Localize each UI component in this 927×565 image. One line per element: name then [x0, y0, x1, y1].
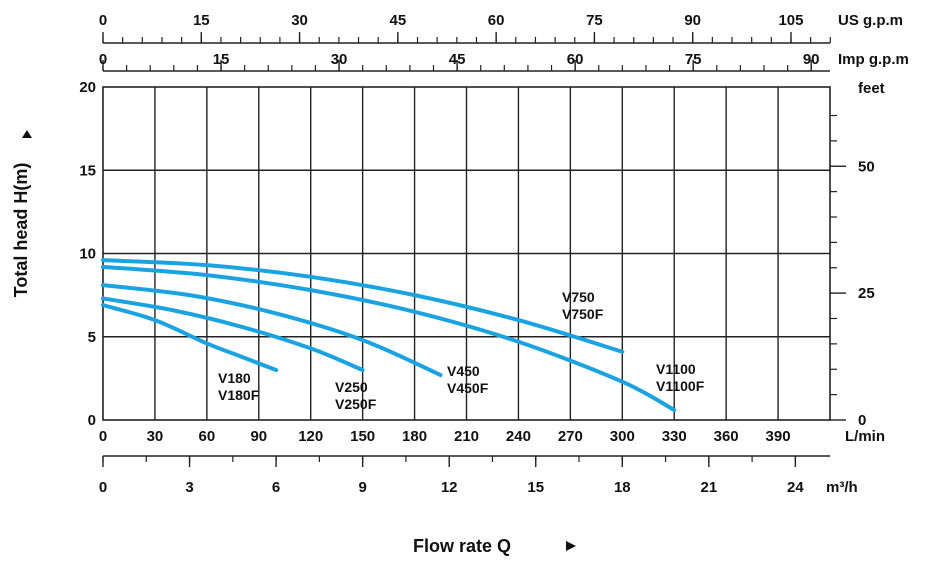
series-label: V250F [335, 396, 377, 412]
m3h-scale: 0 3 6 9 12 15 18 21 24 m³/h [99, 455, 858, 496]
x-tick-label: 30 [147, 428, 164, 445]
feet-tick-label: 0 [858, 412, 866, 429]
axes-group: 0 30 60 90 120 150 180 210 240 270 300 330 360 390 L/m… [79, 12, 909, 496]
us-gpm-scale: 0 15 30 45 60 75 90 105 US g.p.m [99, 12, 903, 44]
x-tick-label: 180 [402, 428, 427, 445]
series-line [101, 283, 443, 378]
scale-tick-label: 60 [488, 12, 505, 29]
x-axis-unit-label: L/min [845, 428, 885, 445]
x-axis-title: Flow rate Q [413, 536, 511, 556]
series-label: V1100 [656, 361, 696, 377]
y-tick-label: 5 [88, 329, 96, 346]
x-tick-label: 330 [662, 428, 687, 445]
scale-tick-label: 30 [331, 51, 348, 68]
plot-grid [103, 87, 830, 420]
series-line [101, 258, 625, 354]
y-axis-title-arrow [22, 130, 32, 138]
scale-tick-label: 12 [441, 479, 458, 496]
scale-tick-label: 15 [527, 479, 544, 496]
series-label: V180 [218, 370, 251, 386]
plot-border [102, 86, 831, 421]
x-tick-label: 390 [766, 428, 791, 445]
scale-tick-label: 0 [99, 51, 107, 68]
series-label: V450F [447, 380, 489, 396]
series-label: V750 [562, 289, 595, 305]
scale-tick-label: 75 [685, 51, 702, 68]
plot-frame [102, 86, 831, 421]
x-tick-label: 120 [298, 428, 323, 445]
y-tick-label: 10 [79, 246, 96, 263]
scale-tick-label: 0 [99, 479, 107, 496]
x-tick-label: 270 [558, 428, 583, 445]
feet-tick-label: 50 [858, 158, 875, 175]
x-tick-label: 60 [199, 428, 216, 445]
scale-tick-label: 15 [193, 12, 210, 29]
series-line [101, 303, 279, 373]
scale-tick-label: 9 [358, 479, 366, 496]
scale-tick-label: 45 [390, 12, 407, 29]
x-tick-label: 150 [350, 428, 375, 445]
series-label: V180F [218, 387, 260, 403]
scale-tick-label: 18 [614, 479, 631, 496]
scale-tick-label: 3 [185, 479, 193, 496]
series-label: V450 [447, 363, 480, 379]
x-tick-label: 210 [454, 428, 479, 445]
scale-tick-label: 24 [787, 479, 804, 496]
x-axis-title-arrow [566, 541, 576, 551]
scale-tick-label: 15 [213, 51, 230, 68]
series-line [101, 264, 677, 413]
series-line [101, 296, 365, 373]
feet-scale: feet 0 25 50 [830, 80, 885, 429]
scale-tick-label: 75 [586, 12, 603, 29]
x-tick-label: 240 [506, 428, 531, 445]
scale-tick-label: 45 [449, 51, 466, 68]
y-tick-label: 0 [88, 412, 96, 429]
scale-tick-label: 60 [567, 51, 584, 68]
x-tick-label: 90 [250, 428, 267, 445]
scale-unit-label: Imp g.p.m [838, 51, 909, 68]
scale-tick-label: 6 [272, 479, 280, 496]
feet-tick-label: 25 [858, 285, 875, 302]
scale-tick-label: 0 [99, 12, 107, 29]
series-label: V250 [335, 379, 368, 395]
x-tick-label: 360 [714, 428, 739, 445]
y-tick-label: 20 [79, 79, 96, 96]
series-label: V750F [562, 306, 604, 322]
x-tick-label: 300 [610, 428, 635, 445]
scale-unit-label: US g.p.m [838, 12, 903, 29]
scale-tick-label: 30 [291, 12, 308, 29]
y-tick-label: 15 [79, 162, 96, 179]
x-tick-label: 0 [99, 428, 107, 445]
scale-tick-label: 90 [684, 12, 701, 29]
scale-tick-label: 90 [803, 51, 820, 68]
scale-tick-label: 105 [778, 12, 803, 29]
imp-gpm-scale: 0 15 30 45 60 75 90 Imp g.p.m [99, 51, 909, 72]
scale-tick-label: 21 [700, 479, 717, 496]
feet-unit-label: feet [858, 80, 885, 97]
y-axis-title: Total head H(m) [11, 163, 31, 298]
scale-unit-label: m³/h [826, 479, 858, 496]
series-label: V1100F [656, 378, 705, 394]
